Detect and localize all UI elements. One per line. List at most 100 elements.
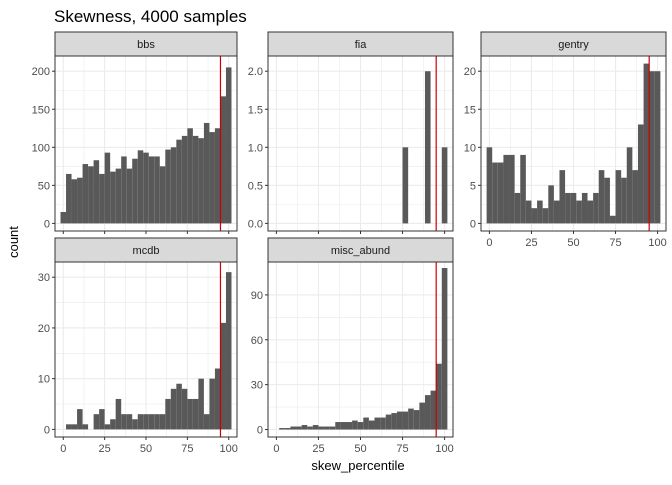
y-tick-label: 20: [464, 66, 476, 78]
x-tick-label: 100: [648, 237, 666, 249]
histogram-bar: [88, 166, 94, 224]
histogram-bar: [148, 414, 155, 430]
histogram-bar: [492, 162, 498, 224]
histogram-bar: [104, 424, 111, 430]
histogram-bar: [198, 138, 204, 224]
histogram-bar: [214, 368, 221, 430]
histogram-bar: [82, 424, 89, 430]
histogram-bar: [225, 272, 232, 430]
histogram-bar: [626, 147, 633, 224]
histogram-bar: [363, 417, 369, 430]
histogram-bar: [441, 267, 448, 430]
histogram-bar: [99, 409, 105, 430]
histogram-bars: [486, 63, 661, 224]
histogram-bar: [170, 388, 177, 430]
histogram-bar: [209, 378, 215, 430]
x-tick-label: 50: [567, 237, 579, 249]
y-tick-label: 0: [257, 425, 263, 437]
histogram-bar: [284, 428, 291, 430]
y-tick-label: 2.0: [248, 66, 263, 78]
facet-panel-misc_abund: misc_abund 0 30 60 90 0 25 50 75 100: [251, 237, 454, 455]
histogram-bar: [324, 426, 330, 430]
histogram-bar: [654, 71, 661, 224]
x-tick-label: 75: [609, 237, 621, 249]
histogram-bar: [643, 63, 650, 224]
histogram-bar: [187, 398, 193, 430]
facet-strip-label: mcdb: [133, 245, 160, 257]
y-tick-label: 30: [38, 272, 50, 284]
histogram-bar: [503, 154, 510, 224]
y-tick-label: 0.5: [248, 180, 263, 192]
x-tick-label: 0: [60, 443, 66, 455]
histogram-bar: [413, 410, 420, 430]
y-tick-label: 1.5: [248, 104, 263, 116]
facet-panel-gentry: gentry 0 5 10 15 20 0 25 50 75 100: [464, 31, 667, 249]
histogram-bar: [126, 414, 133, 430]
histogram-bar: [374, 417, 381, 430]
histogram-bar: [192, 135, 199, 224]
chart-title: Skewness, 4000 samples: [54, 7, 247, 26]
x-tick-label: 25: [525, 237, 537, 249]
histogram-bar: [220, 96, 226, 224]
histogram-bar: [598, 170, 605, 224]
histogram-bar: [99, 173, 105, 224]
histogram-bar: [132, 419, 138, 430]
histogram-bar: [115, 168, 122, 224]
facet-strip-label: bbs: [137, 39, 155, 51]
histogram-bar: [301, 425, 308, 430]
y-tick-label: 150: [32, 104, 50, 116]
x-tick-label: 100: [435, 443, 453, 455]
facet-strip-bbs: [54, 31, 238, 57]
histogram-bar: [593, 192, 599, 224]
histogram-bar: [312, 425, 319, 430]
x-tick-label: 25: [99, 443, 111, 455]
facet-panel-fia: fia 0.0 0.5 1.0 1.5 2.0: [248, 31, 454, 234]
histogram-bar: [402, 411, 409, 430]
histogram-bars: [66, 272, 232, 430]
y-tick-label: 0.0: [248, 218, 263, 230]
histogram-bar: [609, 215, 616, 224]
histogram-bar: [121, 414, 127, 430]
y-tick-label: 0: [470, 218, 476, 230]
histogram-bar: [307, 426, 313, 430]
histogram-bar: [143, 152, 149, 224]
histogram-bar: [385, 414, 392, 430]
histogram-bar: [559, 170, 566, 224]
y-tick-label: 10: [38, 374, 50, 386]
facet-strip-mcdb: [54, 237, 238, 263]
histogram-bar: [391, 413, 397, 430]
histogram-bars: [60, 67, 232, 224]
histogram-bar: [537, 200, 543, 224]
y-tick-label: 90: [251, 290, 263, 302]
facet-strip-label: fia: [355, 39, 368, 51]
y-tick-label: 50: [38, 180, 50, 192]
histogram-bar: [352, 420, 358, 430]
histogram-bar: [531, 208, 538, 224]
y-tick-label: 0: [44, 218, 50, 230]
histogram-bar: [509, 154, 515, 224]
histogram-bar: [576, 200, 582, 224]
histogram-bar: [165, 149, 171, 224]
histogram-bar: [318, 426, 325, 430]
histogram-bar: [357, 422, 364, 430]
histogram-bar: [159, 166, 166, 224]
y-tick-label: 100: [32, 142, 50, 154]
histogram-bar: [143, 414, 149, 430]
histogram-bar: [137, 414, 144, 430]
histogram-bar: [66, 424, 72, 430]
histogram-bar: [520, 154, 526, 224]
histogram-bar: [165, 398, 171, 430]
facet-strip-gentry: [480, 31, 667, 57]
histogram-bar: [176, 139, 182, 224]
y-tick-label: 0: [44, 424, 50, 436]
histogram-bar: [137, 150, 144, 224]
histogram-bar: [525, 200, 532, 224]
histogram-bar: [408, 408, 414, 430]
histogram-bar: [296, 426, 302, 430]
histogram-bar: [368, 420, 375, 430]
histogram-bar: [430, 390, 437, 430]
histogram-bar: [214, 128, 221, 224]
histogram-bar: [66, 173, 72, 224]
x-tick-label: 0: [273, 443, 279, 455]
histogram-bar: [632, 170, 638, 224]
